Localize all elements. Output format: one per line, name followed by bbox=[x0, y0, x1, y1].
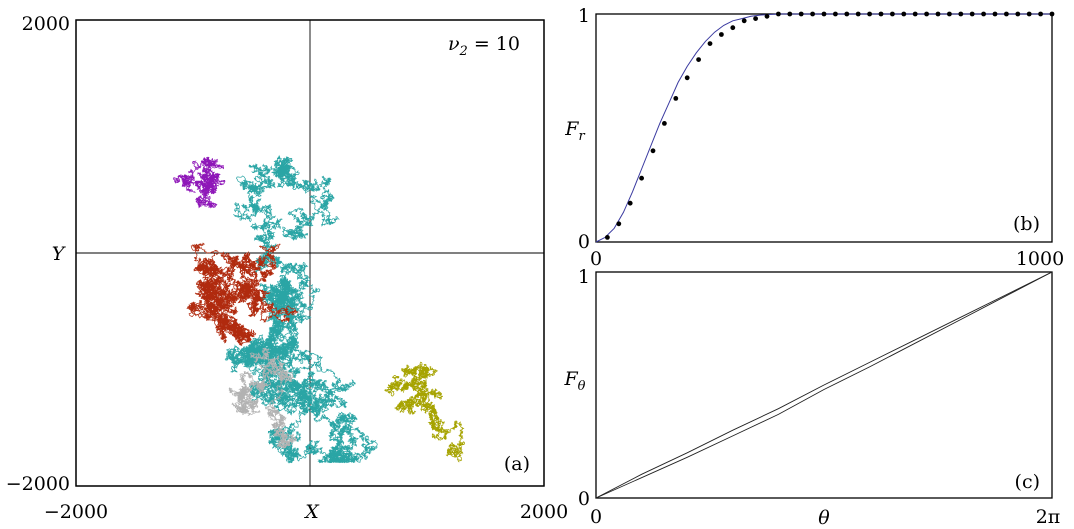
data-point bbox=[639, 175, 644, 181]
data-point bbox=[810, 11, 815, 17]
panel-b-tag: (b) bbox=[1013, 213, 1040, 235]
data-point bbox=[662, 121, 667, 126]
data-point bbox=[764, 13, 770, 19]
panel-c-ylabel-sub: θ bbox=[578, 379, 586, 394]
panel-b-xtick-min: 0 bbox=[590, 248, 602, 270]
data-point bbox=[855, 11, 861, 17]
panel-b-ytick-max: 1 bbox=[578, 5, 590, 27]
data-point bbox=[878, 11, 884, 17]
walk-trace-5 bbox=[228, 347, 298, 449]
cdf-line-2 bbox=[595, 271, 1053, 499]
data-point bbox=[753, 16, 758, 21]
data-point bbox=[741, 18, 747, 24]
data-point bbox=[776, 11, 781, 17]
data-point bbox=[1049, 11, 1055, 17]
panel-c-ytick-max: 1 bbox=[578, 266, 590, 288]
data-point bbox=[935, 11, 941, 17]
panel-b-ylabel: Fr bbox=[564, 118, 585, 144]
data-point bbox=[981, 11, 986, 17]
panel-a: 2000 −2000 −2000 2000 X Y ν2 = 10 (a) bbox=[6, 13, 568, 523]
data-point bbox=[650, 148, 656, 154]
panel-a-tag: (a) bbox=[504, 453, 530, 475]
panel-b-xtick-max: 1000 bbox=[1016, 248, 1064, 270]
panel-c-frame bbox=[595, 271, 1053, 499]
data-point bbox=[730, 25, 736, 31]
panel-a-xlabel: X bbox=[303, 501, 320, 523]
data-point bbox=[890, 11, 895, 17]
data-point bbox=[833, 11, 838, 17]
data-point bbox=[787, 11, 793, 17]
data-point bbox=[719, 32, 724, 37]
data-point bbox=[1004, 11, 1009, 17]
annotation-value: = 10 bbox=[468, 33, 520, 55]
panel-c-xlabel: θ bbox=[818, 507, 830, 529]
data-point bbox=[673, 96, 679, 101]
panel-b-data-points bbox=[605, 11, 1055, 240]
walk-trace-2 bbox=[186, 242, 299, 346]
data-point bbox=[969, 11, 975, 17]
data-point bbox=[1015, 11, 1021, 17]
data-point bbox=[605, 235, 610, 240]
panel-c-tag: (c) bbox=[1015, 471, 1040, 493]
annotation-symbol: ν bbox=[448, 33, 460, 55]
panel-c-cdf-lines bbox=[595, 271, 1053, 499]
panel-a-ytick-min: −2000 bbox=[6, 473, 70, 495]
data-point bbox=[912, 11, 918, 17]
data-point bbox=[924, 11, 929, 17]
data-point bbox=[992, 11, 998, 17]
data-point bbox=[958, 11, 964, 17]
random-walk-traces bbox=[172, 154, 465, 464]
data-point bbox=[798, 11, 804, 17]
walk-trace-1 bbox=[224, 154, 378, 464]
panel-c-ylabel: Fθ bbox=[563, 368, 585, 394]
panel-b-fit-curve bbox=[595, 13, 1052, 243]
panel-c-xtick-max: 2π bbox=[1036, 506, 1061, 528]
panel-c: 1 0 0 2π θ Fθ (c) bbox=[563, 266, 1060, 529]
data-point bbox=[616, 221, 622, 227]
panel-a-ylabel: Y bbox=[52, 243, 67, 265]
walk-trace-4 bbox=[384, 361, 465, 463]
panel-a-ytick-max: 2000 bbox=[22, 13, 70, 35]
panel-b-frame bbox=[595, 13, 1053, 243]
panel-b-ytick-min: 0 bbox=[578, 231, 590, 253]
walk-trace-3 bbox=[172, 156, 226, 209]
data-point bbox=[901, 11, 907, 17]
data-point bbox=[684, 75, 690, 81]
panel-c-xtick-min: 0 bbox=[590, 506, 602, 528]
panel-a-annotation: ν2 = 10 bbox=[448, 33, 520, 59]
panel-a-frame-top bbox=[75, 19, 545, 487]
panel-a-xtick-max: 2000 bbox=[520, 501, 568, 523]
panel-b: 1 0 0 1000 Fr (b) bbox=[564, 5, 1064, 270]
data-point bbox=[844, 11, 850, 17]
cdf-line-1 bbox=[595, 271, 1053, 499]
data-point bbox=[1026, 11, 1032, 17]
data-point bbox=[707, 41, 713, 46]
panel-a-xtick-min: −2000 bbox=[44, 501, 108, 523]
panel-b-ylabel-sub: r bbox=[578, 129, 585, 144]
data-point bbox=[867, 11, 872, 17]
annotation-subscript: 2 bbox=[459, 44, 468, 59]
data-point bbox=[1038, 11, 1043, 17]
data-point bbox=[947, 11, 952, 17]
data-point bbox=[696, 57, 701, 62]
data-point bbox=[821, 11, 827, 17]
panel-c-ytick-min: 0 bbox=[578, 488, 590, 510]
data-point bbox=[627, 200, 633, 206]
